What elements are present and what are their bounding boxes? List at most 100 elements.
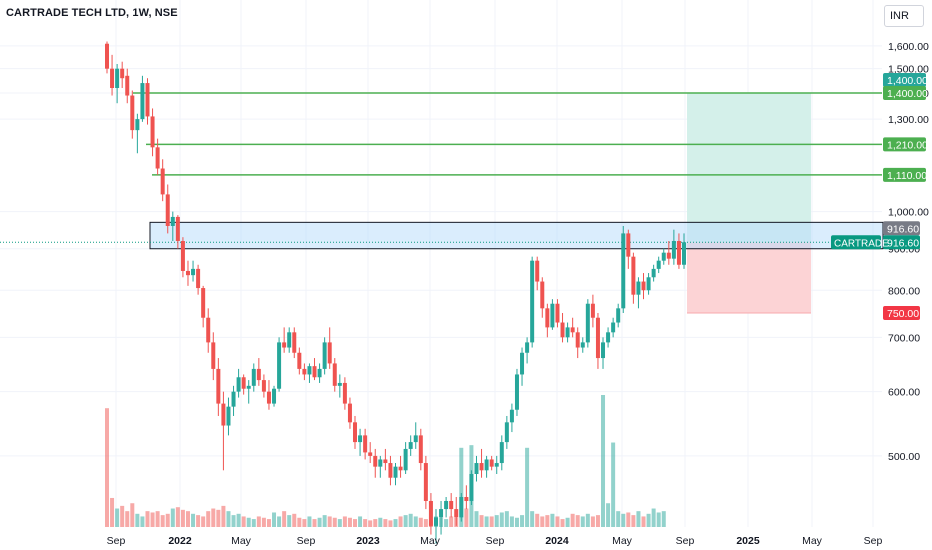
volume-bar — [110, 497, 115, 527]
volume-bar — [631, 515, 636, 527]
last-price-label-box — [883, 235, 920, 250]
candle-body — [428, 500, 433, 526]
candle-body — [530, 260, 535, 343]
candle-body — [520, 352, 525, 375]
candle-body — [449, 500, 454, 510]
candle-body — [282, 342, 287, 348]
candle-body — [170, 216, 175, 226]
volume-bar — [530, 511, 535, 527]
stop-price-label: 750.00 — [887, 308, 919, 320]
volume-bar — [606, 503, 611, 527]
volume-bar — [661, 511, 666, 527]
candle-body — [110, 68, 115, 89]
candle-body — [196, 268, 201, 289]
candle-body — [444, 500, 449, 510]
candle-body — [287, 332, 292, 348]
volume-bar — [641, 516, 646, 527]
level-price-label-1110-box — [883, 167, 926, 182]
volume-bar — [327, 516, 332, 527]
volume-bar — [322, 515, 327, 527]
volume-bar — [307, 516, 312, 527]
candle-body — [671, 240, 676, 259]
price-tick-label: 1,300.00 — [888, 114, 929, 126]
candle-body — [423, 463, 428, 501]
volume-bar — [423, 519, 428, 527]
candle-body — [251, 368, 256, 386]
volume-bar — [626, 512, 631, 527]
volume-bar — [277, 516, 282, 527]
candle-body — [211, 342, 216, 369]
volume-bar — [535, 513, 540, 527]
volume-bar — [393, 519, 398, 527]
volume-bar — [125, 511, 130, 527]
candle-body — [661, 252, 666, 261]
candle-body — [636, 281, 641, 295]
volume-bar — [256, 516, 261, 527]
volume-bar — [196, 515, 201, 527]
time-tick-label: May — [420, 535, 441, 547]
candle-body — [646, 277, 651, 291]
candle-body — [454, 509, 459, 518]
candle-body — [201, 288, 206, 318]
volume-bar — [317, 517, 322, 527]
candle-body — [393, 466, 398, 478]
volume-bar — [201, 516, 206, 527]
candle-body — [130, 95, 135, 131]
volume-bar — [590, 516, 595, 527]
candle-body — [307, 366, 312, 375]
volume-bar — [312, 519, 317, 527]
currency-selector[interactable]: INR — [884, 5, 924, 27]
price-tick-label: 800.00 — [888, 285, 920, 297]
time-tick-label: May — [612, 535, 633, 547]
volume-bar — [651, 508, 656, 527]
candle-body — [322, 342, 327, 369]
last-price-label-gray: 916.60 — [887, 223, 919, 235]
target-zone — [687, 93, 811, 243]
volume-bar — [150, 512, 155, 527]
last-price-label-gray-box — [883, 221, 920, 236]
candle-body — [261, 380, 266, 392]
candle-body — [626, 233, 631, 257]
candle-body — [621, 233, 626, 309]
volume-bar — [165, 513, 170, 527]
volume-bar — [520, 515, 525, 527]
candle-body — [236, 377, 241, 392]
volume-bar — [226, 511, 231, 527]
volume-bar — [251, 519, 256, 527]
stop-price-label-box — [883, 306, 920, 320]
volume-bar — [550, 513, 555, 527]
candle-body — [342, 382, 347, 404]
volume-bar — [236, 513, 241, 527]
volume-bar — [191, 513, 196, 527]
volume-bar — [332, 517, 337, 527]
candle-body — [555, 303, 560, 323]
candle-body — [155, 147, 160, 169]
volume-bar — [337, 519, 342, 527]
candle-body — [525, 342, 530, 353]
candle-body — [302, 368, 307, 375]
candle-body — [499, 442, 504, 464]
candle-body — [145, 83, 150, 117]
volume-bar — [418, 517, 423, 527]
candle-body — [676, 240, 681, 265]
volume-bar — [383, 519, 388, 527]
volume-bar — [221, 505, 226, 527]
candle-body — [206, 317, 211, 343]
target-price-label-top-box — [883, 73, 926, 87]
candle-body — [565, 327, 570, 338]
candle-body — [575, 332, 580, 348]
volume-bar — [555, 516, 560, 527]
volume-bar — [656, 512, 661, 527]
level-price-label-1210: 1,210.00 — [887, 139, 928, 151]
candle-body — [413, 435, 418, 443]
candle-body — [226, 406, 231, 426]
time-tick-label: May — [231, 535, 252, 547]
candle-body — [368, 452, 373, 456]
candle-body — [150, 116, 155, 148]
candle-body — [682, 242, 686, 265]
ticker-tag: CARTRADE — [834, 238, 889, 249]
volume-bar — [545, 515, 550, 527]
time-tick-label: 2023 — [356, 535, 380, 547]
time-tick-label: 2025 — [736, 535, 760, 547]
